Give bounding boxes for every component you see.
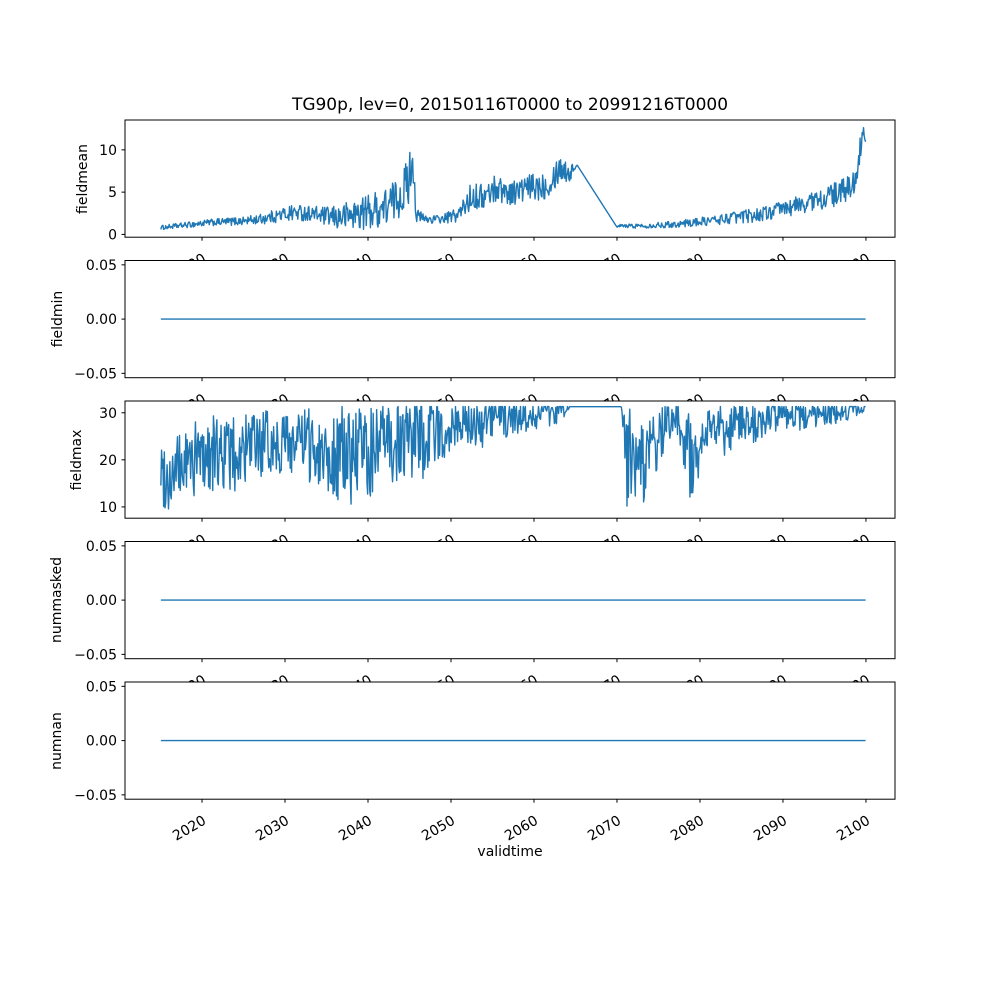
y-tick-label: 0.00 — [86, 312, 117, 328]
subplot-nummasked: 0.050.00−0.05202020302040205020602070208… — [74, 539, 896, 704]
y-tick-label: −0.05 — [74, 366, 117, 382]
x-tick-label: 2030 — [253, 813, 292, 845]
y-tick-label: 0 — [108, 227, 117, 243]
subplot-fieldmax: 1020302020203020402050206020702080209021… — [99, 400, 896, 563]
x-tick-label: 2060 — [502, 813, 541, 845]
x-tick-label: 2040 — [336, 813, 375, 845]
subplot-fieldmean: 0510202020302040205020602070208020902100 — [99, 119, 896, 282]
subplot-numnan: 0.05 0.00 −0.05 2020 2030 2040 2050 2060 2070 208… — [74, 679, 896, 845]
y-axis-label-fieldmin: fieldmin — [50, 290, 66, 348]
y-axis-label-nummasked: nummasked — [49, 557, 65, 644]
y-tick-label: 0.05 — [86, 539, 117, 555]
x-axis-label: validtime — [477, 844, 543, 860]
x-tick-label: 2090 — [751, 813, 790, 845]
y-tick-label: 10 — [99, 500, 117, 516]
x-tick-label: 2080 — [668, 813, 707, 845]
y-tick-label: 5 — [108, 185, 117, 201]
y-tick-label: 10 — [99, 143, 117, 159]
axes-frame — [124, 119, 896, 238]
figure-title: TG90p, lev=0, 20150116T0000 to 20991216T… — [291, 95, 729, 115]
x-tick-label: 2070 — [585, 813, 624, 845]
x-tick-label: 2100 — [834, 813, 873, 845]
y-axis-label-numnan: numnan — [49, 711, 65, 770]
x-tick-label: 2020 — [170, 813, 209, 845]
data-line-fieldmean — [160, 126, 867, 231]
subplot-fieldmin: 0.050.00−0.05202020302040205020602070208… — [74, 258, 896, 423]
y-axis-label-fieldmean: fieldmean — [75, 143, 91, 214]
y-tick-label: 0.00 — [86, 734, 117, 750]
data-line-fieldmax — [160, 405, 866, 510]
y-tick-label: 30 — [99, 406, 117, 422]
y-tick-label: 20 — [99, 453, 117, 469]
y-tick-label: −0.05 — [74, 647, 117, 663]
y-tick-label: 0.05 — [86, 679, 117, 695]
y-tick-label: 0.05 — [86, 258, 117, 274]
y-tick-label: 0.00 — [86, 593, 117, 609]
y-axis-label-fieldmax: fieldmax — [69, 429, 85, 490]
y-tick-label: −0.05 — [74, 788, 117, 804]
x-tick-label: 2050 — [419, 813, 458, 845]
